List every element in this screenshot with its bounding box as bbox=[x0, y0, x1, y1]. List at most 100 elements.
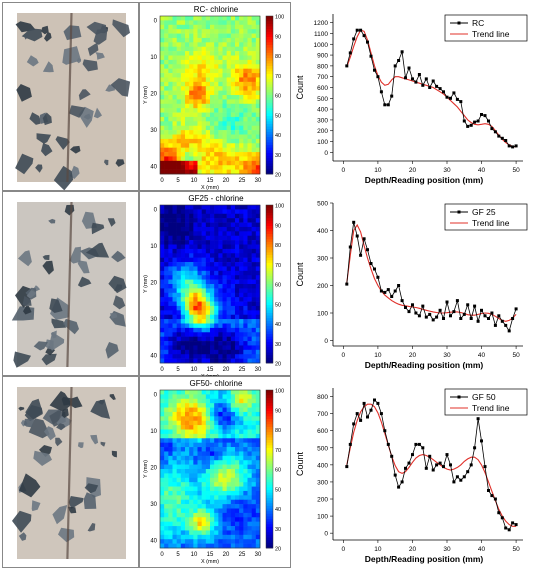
data-series-line bbox=[346, 222, 517, 332]
x-tick-label: 30 bbox=[443, 352, 451, 359]
x-axis-label: Depth/Reading position (mm) bbox=[365, 175, 484, 185]
data-point bbox=[376, 401, 380, 405]
y-tick-label: 1000 bbox=[314, 42, 329, 49]
y-tick-label: 20 bbox=[150, 466, 157, 472]
y-tick-label: 1200 bbox=[314, 20, 329, 27]
data-point bbox=[466, 303, 470, 307]
legend-label-data: GF 25 bbox=[472, 207, 496, 217]
data-point bbox=[400, 480, 404, 484]
data-point bbox=[480, 113, 483, 116]
aggregate-stone bbox=[42, 61, 54, 73]
colorbar-tick-label: 20 bbox=[275, 362, 281, 368]
x-axis-label: X (mm) bbox=[201, 559, 219, 565]
legend-label-trend: Trend line bbox=[472, 29, 510, 39]
data-point bbox=[504, 139, 508, 142]
y-tick-label: 800 bbox=[317, 63, 328, 70]
colorbar-tick-label: 90 bbox=[275, 223, 281, 229]
heatmap-panel-gf50: GF50- chlorine 0 10 20 30 40 0 5 10 15 20 25 30 X (mm… bbox=[139, 376, 291, 568]
data-point bbox=[424, 77, 428, 81]
x-tick-label: 20 bbox=[409, 352, 417, 359]
aggregate-stone bbox=[36, 133, 52, 144]
x-tick-label: 30 bbox=[255, 552, 262, 558]
heatmap-panel-gf25: GF25 - chlorine 0 10 20 30 40 0 5 10 15 20 25 30 X (m… bbox=[139, 191, 291, 377]
aggregate-stone bbox=[42, 254, 50, 261]
data-point bbox=[393, 64, 397, 68]
colorbar-tick-label: 100 bbox=[275, 204, 284, 210]
colorbar-tick-label: 100 bbox=[275, 15, 284, 21]
aggregate-stone bbox=[15, 153, 34, 175]
y-tick-label: 20 bbox=[150, 281, 157, 287]
aggregate-stone bbox=[110, 78, 131, 97]
aggregate-stone bbox=[45, 339, 54, 350]
aggregate-stone bbox=[91, 222, 105, 235]
data-point bbox=[476, 319, 480, 323]
data-point bbox=[393, 473, 397, 477]
data-point bbox=[459, 317, 463, 320]
data-point bbox=[490, 311, 494, 315]
x-tick-label: 25 bbox=[239, 178, 246, 184]
data-point bbox=[417, 442, 421, 446]
aggregate-stone bbox=[69, 246, 81, 264]
data-point bbox=[424, 466, 428, 470]
data-series-line bbox=[346, 399, 517, 531]
y-tick-label: 10 bbox=[150, 429, 157, 435]
data-point bbox=[511, 145, 515, 149]
concrete-photo bbox=[12, 386, 126, 560]
y-axis-label: Y (mm) bbox=[143, 86, 149, 104]
data-point bbox=[414, 442, 418, 446]
data-point bbox=[483, 114, 487, 118]
x-tick-label: 50 bbox=[512, 352, 520, 359]
data-point bbox=[452, 310, 456, 314]
data-point bbox=[373, 68, 376, 72]
aggregate-stone bbox=[76, 57, 82, 64]
y-tick-label: 30 bbox=[150, 317, 157, 323]
aggregate-stone bbox=[51, 318, 67, 329]
colorbar-tick-label: 90 bbox=[275, 408, 281, 414]
data-point bbox=[514, 523, 518, 527]
data-point bbox=[462, 119, 466, 123]
data-point bbox=[490, 127, 494, 131]
y-axis-label: Count bbox=[295, 75, 305, 100]
y-tick-label: 300 bbox=[317, 479, 328, 486]
data-point bbox=[483, 465, 487, 469]
aggregate-stone bbox=[23, 418, 35, 428]
data-point bbox=[373, 398, 376, 402]
y-tick-label: 600 bbox=[317, 428, 328, 435]
data-point bbox=[438, 87, 442, 91]
y-tick-label: 400 bbox=[317, 107, 328, 114]
data-point bbox=[428, 454, 432, 458]
y-axis-label: Y (mm) bbox=[143, 275, 149, 293]
colorbar-tick-label: 20 bbox=[275, 173, 281, 179]
data-point bbox=[421, 83, 425, 87]
y-tick-label: 0 bbox=[324, 338, 328, 345]
aggregate-stone bbox=[112, 19, 130, 38]
aggregate-stone bbox=[107, 218, 116, 227]
x-tick-label: 30 bbox=[255, 367, 262, 373]
aggregate-stone bbox=[52, 505, 68, 525]
legend-label-trend: Trend line bbox=[472, 403, 510, 413]
data-point bbox=[428, 312, 432, 316]
y-tick-label: 900 bbox=[317, 53, 328, 60]
colorbar-tick-label: 40 bbox=[275, 322, 281, 328]
x-tick-label: 40 bbox=[478, 167, 486, 174]
aggregate-stone bbox=[12, 510, 32, 533]
legend-box bbox=[444, 203, 528, 231]
data-point bbox=[466, 470, 470, 474]
data-point bbox=[473, 446, 477, 450]
data-point bbox=[445, 453, 449, 457]
aggregate-stone bbox=[93, 107, 102, 119]
heatmap-cells bbox=[160, 390, 261, 549]
x-tick-label: 20 bbox=[409, 546, 417, 553]
data-point bbox=[417, 73, 421, 76]
data-point bbox=[379, 289, 383, 293]
data-point bbox=[362, 34, 366, 38]
data-point bbox=[348, 245, 352, 249]
aggregate-stone bbox=[84, 483, 99, 494]
x-tick-label: 10 bbox=[374, 352, 382, 359]
data-point bbox=[487, 489, 490, 492]
y-tick-label: 20 bbox=[150, 92, 157, 98]
crack-line bbox=[66, 201, 73, 368]
data-point bbox=[483, 314, 487, 318]
data-point bbox=[390, 295, 394, 298]
colorbar-tick-label: 60 bbox=[275, 283, 281, 289]
